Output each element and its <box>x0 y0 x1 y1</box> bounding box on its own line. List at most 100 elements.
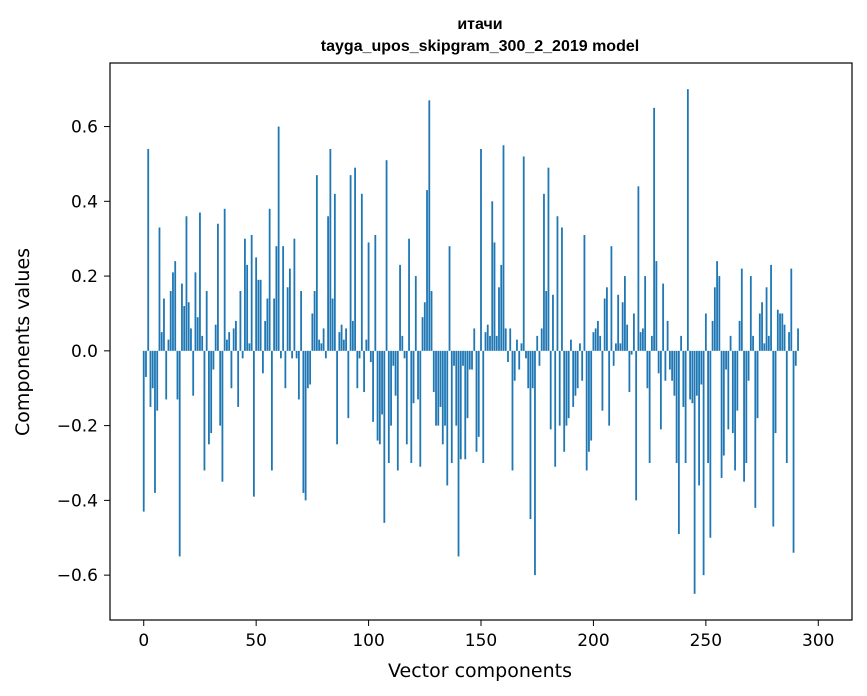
bar <box>455 350 458 426</box>
bar <box>668 350 671 370</box>
bar <box>484 332 487 351</box>
bar <box>201 335 204 351</box>
bar <box>675 350 678 463</box>
bar <box>574 350 577 396</box>
bar <box>453 350 455 366</box>
bar <box>250 234 253 351</box>
y-axis: −0.6 −0.4 −0.2 0.0 0.2 0.4 0.6 <box>57 118 110 586</box>
bar <box>392 350 395 366</box>
bar <box>372 350 374 422</box>
bar <box>322 328 325 351</box>
bar <box>745 350 748 463</box>
bar <box>214 324 217 351</box>
bar <box>230 350 233 389</box>
bar <box>601 350 604 411</box>
bar <box>241 350 244 359</box>
x-axis-label: Vector components <box>388 660 572 682</box>
bar <box>268 208 271 351</box>
bar <box>419 350 422 467</box>
bar <box>698 350 700 486</box>
bar <box>650 335 653 351</box>
bar <box>502 145 505 351</box>
bar <box>428 100 431 351</box>
bar <box>653 107 656 351</box>
bar <box>734 350 736 471</box>
bar <box>208 350 210 445</box>
bar <box>228 332 231 351</box>
bar <box>547 167 550 351</box>
bar <box>477 350 480 437</box>
bar <box>628 350 631 392</box>
bar <box>612 350 615 366</box>
bar <box>457 350 460 557</box>
bar <box>758 313 761 351</box>
bar <box>785 350 788 463</box>
bar <box>500 264 503 351</box>
bar <box>158 227 161 351</box>
bar <box>729 335 732 351</box>
bar <box>145 350 147 378</box>
bar <box>615 343 617 351</box>
bar <box>244 238 246 351</box>
bar <box>403 350 406 359</box>
bar <box>491 201 494 351</box>
bar <box>257 279 260 351</box>
x-tick-label: 50 <box>245 631 267 651</box>
bar <box>704 313 707 351</box>
bar <box>183 305 186 351</box>
bar <box>588 350 590 452</box>
bar <box>752 335 754 351</box>
bar <box>270 350 273 471</box>
bar <box>459 350 462 460</box>
bar <box>237 350 240 407</box>
bar <box>513 350 516 381</box>
bar <box>282 246 285 351</box>
bar <box>235 320 237 351</box>
bar <box>414 276 417 351</box>
bar <box>774 350 777 434</box>
bar <box>342 339 345 351</box>
bar <box>797 328 799 351</box>
bar <box>333 193 336 351</box>
bar <box>165 350 168 400</box>
bar <box>740 268 743 351</box>
bar <box>709 350 712 538</box>
bar <box>151 350 154 389</box>
bar <box>666 320 669 351</box>
bar <box>450 350 453 463</box>
bar <box>633 313 635 351</box>
bar <box>493 242 496 351</box>
bar <box>543 193 545 351</box>
bar <box>522 156 525 351</box>
bar <box>394 350 397 396</box>
bar <box>637 186 640 351</box>
bar <box>756 350 759 419</box>
x-tick-label: 100 <box>352 631 384 651</box>
bar <box>716 261 718 351</box>
bar <box>169 291 172 351</box>
bar <box>196 317 199 351</box>
bar <box>585 350 588 471</box>
bar <box>641 328 644 351</box>
bar <box>383 350 386 523</box>
bar <box>509 328 512 351</box>
bar <box>448 246 451 351</box>
bar <box>381 350 383 415</box>
bar <box>304 350 307 501</box>
bar <box>327 216 329 351</box>
bar <box>594 328 597 351</box>
bar <box>776 309 779 351</box>
bar <box>264 320 267 351</box>
bar <box>437 350 440 426</box>
bar <box>545 291 548 351</box>
x-tick-label: 150 <box>465 631 497 651</box>
bar <box>686 89 689 351</box>
bar <box>707 350 709 463</box>
bar <box>239 291 242 351</box>
x-axis: 0 50 100 150 200 250 300 <box>138 620 834 651</box>
bar <box>181 283 183 351</box>
bar <box>338 332 341 351</box>
bar <box>603 298 606 351</box>
chart-title-line-2: tayga_upos_skipgram_300_2_2019 model <box>321 38 639 55</box>
bar <box>464 350 467 460</box>
